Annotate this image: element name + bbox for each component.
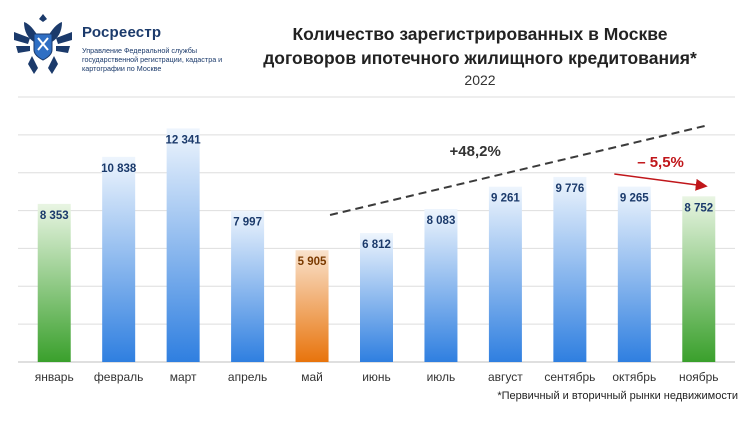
bar-value-label: 9 261 bbox=[491, 193, 520, 205]
bar-июнь bbox=[360, 233, 393, 362]
category-label: апрель bbox=[228, 370, 267, 384]
footnote: *Первичный и вторичный рынки недвижимост… bbox=[497, 390, 738, 402]
bar-сентябрь bbox=[553, 176, 587, 362]
bar-январь bbox=[37, 203, 71, 362]
bar-value-label: 12 341 bbox=[166, 134, 202, 146]
decline-arrow bbox=[614, 173, 708, 191]
logo-name: Росреестр bbox=[82, 24, 162, 41]
category-label: октябрь bbox=[612, 370, 656, 384]
chart-title-line-1: Количество зарегистрированных в Москве bbox=[292, 24, 668, 44]
bar-value-label: 7 997 bbox=[233, 217, 262, 229]
bar-value-label: 9 265 bbox=[620, 193, 649, 205]
decline-annotation: – 5,5% bbox=[637, 154, 684, 171]
category-label: сентябрь bbox=[544, 370, 595, 384]
bar-value-label: 9 776 bbox=[555, 183, 584, 195]
category-label: ноябрь bbox=[679, 370, 719, 384]
category-label: август bbox=[488, 370, 523, 384]
bar-ноябрь bbox=[682, 196, 716, 362]
chart-year: 2022 bbox=[464, 72, 496, 88]
bar-март bbox=[166, 128, 200, 362]
chart-title: Количество зарегистрированных в Москве д… bbox=[220, 22, 740, 70]
chart-title-line-2: договоров ипотечного жилищного кредитова… bbox=[263, 48, 697, 68]
bar-май bbox=[295, 250, 329, 362]
bar-value-label: 8 752 bbox=[684, 202, 713, 214]
bar-апрель bbox=[231, 210, 265, 362]
bar-value-label: 6 812 bbox=[362, 239, 391, 251]
bar-февраль bbox=[102, 156, 136, 362]
category-label: март bbox=[170, 370, 197, 384]
category-label: февраль bbox=[94, 370, 144, 384]
category-label: июнь bbox=[362, 370, 391, 384]
bar-value-label: 8 083 bbox=[427, 215, 456, 227]
bar-value-label: 10 838 bbox=[101, 163, 137, 175]
rosreestr-logo: Росреестр Управление Федеральной службы … bbox=[10, 8, 230, 78]
category-label: июль bbox=[427, 370, 456, 384]
logo-subtitle: Управление Федеральной службы государств… bbox=[82, 46, 223, 73]
bar-август bbox=[488, 186, 522, 362]
bar-value-label: 5 905 bbox=[298, 256, 327, 268]
category-label: январь bbox=[35, 370, 74, 384]
category-label: май bbox=[301, 370, 323, 384]
bar-октябрь bbox=[617, 186, 651, 362]
double-headed-eagle-emblem-icon bbox=[14, 14, 72, 74]
growth-annotation: +48,2% bbox=[450, 143, 501, 160]
bar-июль bbox=[424, 209, 458, 362]
bar-value-label: 8 353 bbox=[40, 210, 69, 222]
